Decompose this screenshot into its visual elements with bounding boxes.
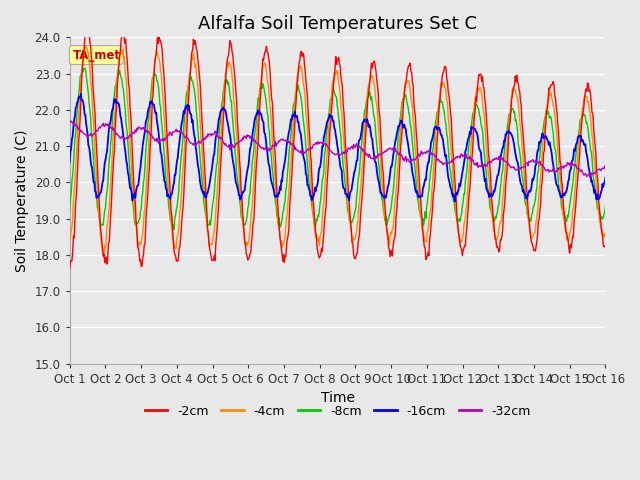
Legend: -2cm, -4cm, -8cm, -16cm, -32cm: -2cm, -4cm, -8cm, -16cm, -32cm xyxy=(140,400,536,423)
Text: TA_met: TA_met xyxy=(72,48,120,61)
Y-axis label: Soil Temperature (C): Soil Temperature (C) xyxy=(15,129,29,272)
Title: Alfalfa Soil Temperatures Set C: Alfalfa Soil Temperatures Set C xyxy=(198,15,477,33)
X-axis label: Time: Time xyxy=(321,391,355,405)
